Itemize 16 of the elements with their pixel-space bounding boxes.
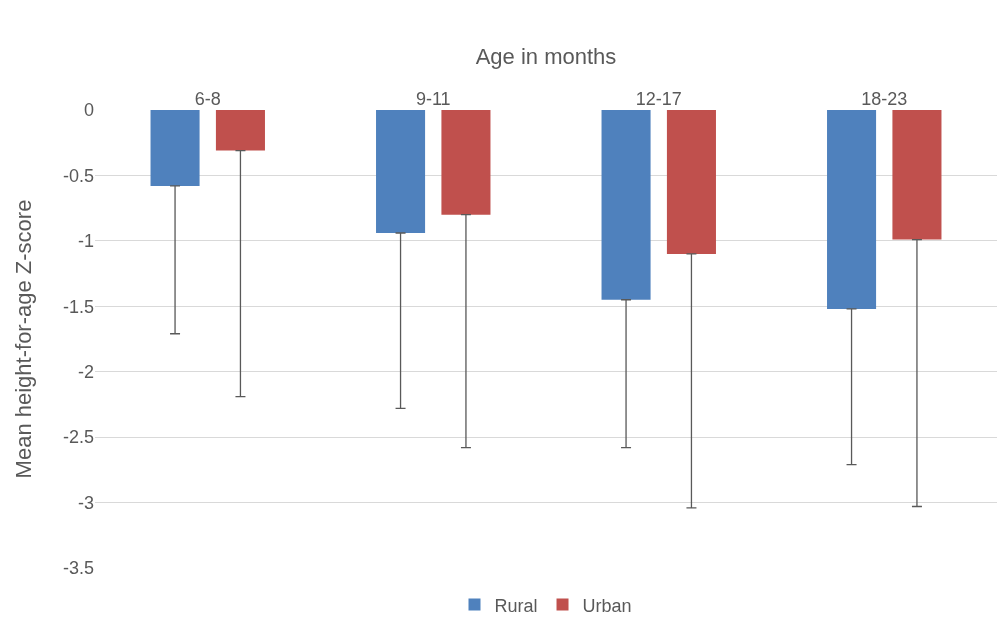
y-axis-title: Mean height-for-age Z-score <box>10 199 36 479</box>
legend-label: Rural <box>494 595 538 616</box>
x-axis-title: Age in months <box>475 44 617 70</box>
x-tick-label: 18-23 <box>861 89 908 110</box>
y-tick-label: -0.5 <box>62 165 94 186</box>
y-tick-label: 0 <box>83 100 94 121</box>
x-tick-label: 9-11 <box>415 89 451 110</box>
x-tick-label: 12-17 <box>635 89 682 110</box>
x-tick-label: 6-8 <box>194 89 221 110</box>
y-tick-label: -3.5 <box>62 558 94 579</box>
y-tick-label: -1.5 <box>62 296 94 317</box>
y-tick-label: -2.5 <box>62 427 94 448</box>
legend-label: Urban <box>582 595 632 616</box>
y-tick-label: -2 <box>77 362 94 383</box>
y-tick-label: -3 <box>77 492 94 513</box>
y-tick-label: -1 <box>77 231 94 252</box>
